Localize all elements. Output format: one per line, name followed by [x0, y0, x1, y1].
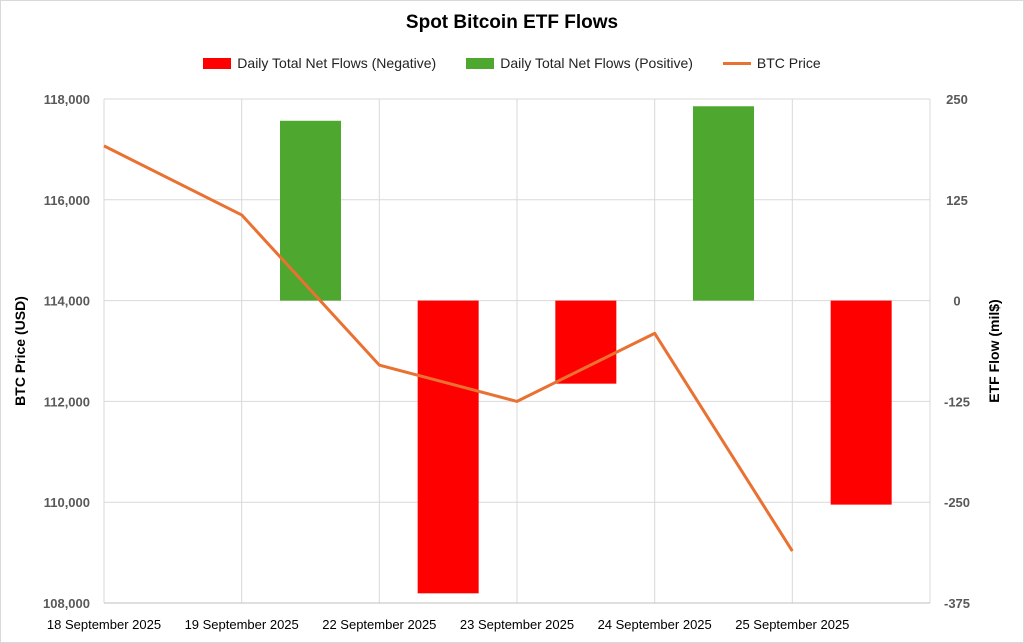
y-right-tick-label: -125	[944, 394, 970, 409]
bar-negative-flow	[417, 300, 479, 594]
y-left-tick-label: 110,000	[44, 495, 90, 510]
y-left-axis-title: BTC Price (USD)	[12, 296, 28, 406]
x-tick-label: 23 September 2025	[460, 617, 574, 632]
legend-swatch-positive	[466, 57, 495, 69]
legend-swatch-btc-price	[722, 61, 751, 65]
bar-negative-flow	[830, 300, 892, 505]
x-tick-label: 19 September 2025	[185, 617, 299, 632]
bar-negative-flow	[555, 300, 617, 384]
y-left-tick-label: 112,000	[44, 394, 90, 409]
legend-label-negative: Daily Total Net Flows (Negative)	[237, 55, 437, 71]
chart-title: Spot Bitcoin ETF Flows	[405, 12, 619, 33]
y-left-tick-label: 118,000	[44, 92, 90, 107]
y-left-tick-label: 114,000	[44, 294, 90, 309]
x-tick-label: 18 September 2025	[47, 617, 161, 632]
y-right-tick-label: -375	[944, 596, 970, 611]
bar-positive-flow	[693, 106, 754, 301]
y-left-tick-label: 108,000	[43, 596, 90, 611]
legend-item-btc-price: BTC Price	[722, 55, 821, 71]
legend-label-btc-price: BTC Price	[756, 55, 821, 71]
legend: Daily Total Net Flows (Negative) Daily T…	[0, 55, 1024, 71]
legend-item-positive: Daily Total Net Flows (Positive)	[466, 55, 693, 71]
bar-positive-flow	[280, 120, 341, 301]
legend-swatch-negative	[203, 57, 232, 69]
btc-price-line	[103, 144, 794, 552]
y-right-tick-label: 250	[946, 92, 968, 107]
x-tick-label: 22 September 2025	[322, 617, 436, 632]
legend-label-positive: Daily Total Net Flows (Positive)	[500, 55, 693, 71]
x-tick-label: 24 September 2025	[598, 617, 712, 632]
y-left-tick-label: 116,000	[44, 193, 90, 208]
y-right-tick-label: -250	[944, 495, 970, 510]
y-right-tick-label: 0	[953, 294, 960, 309]
legend-item-negative: Daily Total Net Flows (Negative)	[203, 55, 436, 71]
x-tick-label: 25 September 2025	[735, 617, 849, 632]
y-right-tick-label: 125	[946, 193, 968, 208]
y-right-axis-title: ETF Flow (mil$)	[986, 299, 1002, 402]
